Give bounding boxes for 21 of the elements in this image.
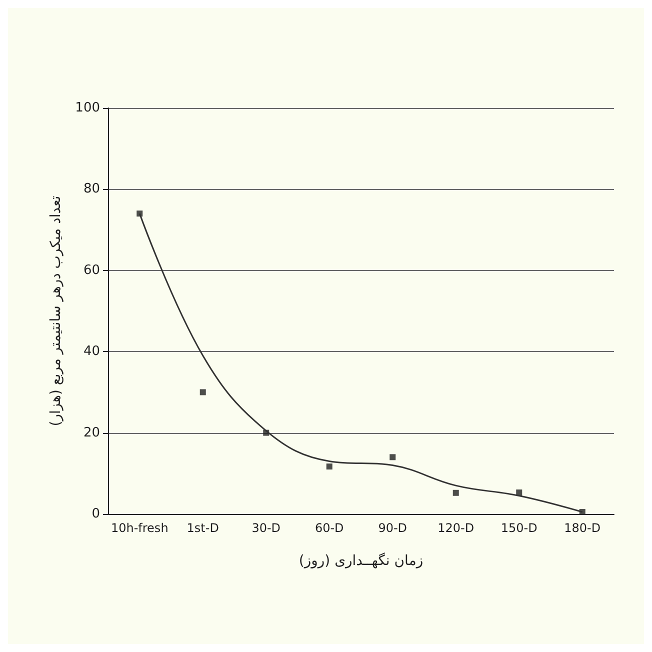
y-tick-label: 80 bbox=[83, 182, 100, 197]
x-tick-label: 150-D bbox=[500, 521, 538, 535]
y-tick-label: 100 bbox=[75, 100, 100, 116]
x-tick-label: 10h-fresh bbox=[110, 521, 168, 535]
x-tick-label: 60-D bbox=[314, 521, 344, 535]
point bbox=[516, 489, 522, 496]
point bbox=[390, 454, 396, 460]
point bbox=[452, 490, 459, 496]
y-axis-title: تعداد میکرب درهر سانتیمتر مربع (هزار) bbox=[48, 196, 64, 426]
point bbox=[200, 389, 206, 396]
x-tick-label: 180-D bbox=[564, 521, 601, 535]
x-tick-label: 120-D bbox=[438, 521, 474, 535]
x-tick-label: 1st-D bbox=[186, 521, 219, 535]
x-tick-label: 30-D bbox=[252, 521, 281, 535]
x-axis-title: زمان نگهــداری (روز) bbox=[298, 552, 424, 569]
y-tick-label: 20 bbox=[83, 425, 100, 440]
y-tick-label: 40 bbox=[83, 344, 100, 360]
y-tick-label: 60 bbox=[83, 262, 100, 278]
y-tick-label: 0 bbox=[92, 506, 100, 522]
point bbox=[326, 464, 332, 470]
x-tick-label: 90-D bbox=[378, 521, 408, 535]
